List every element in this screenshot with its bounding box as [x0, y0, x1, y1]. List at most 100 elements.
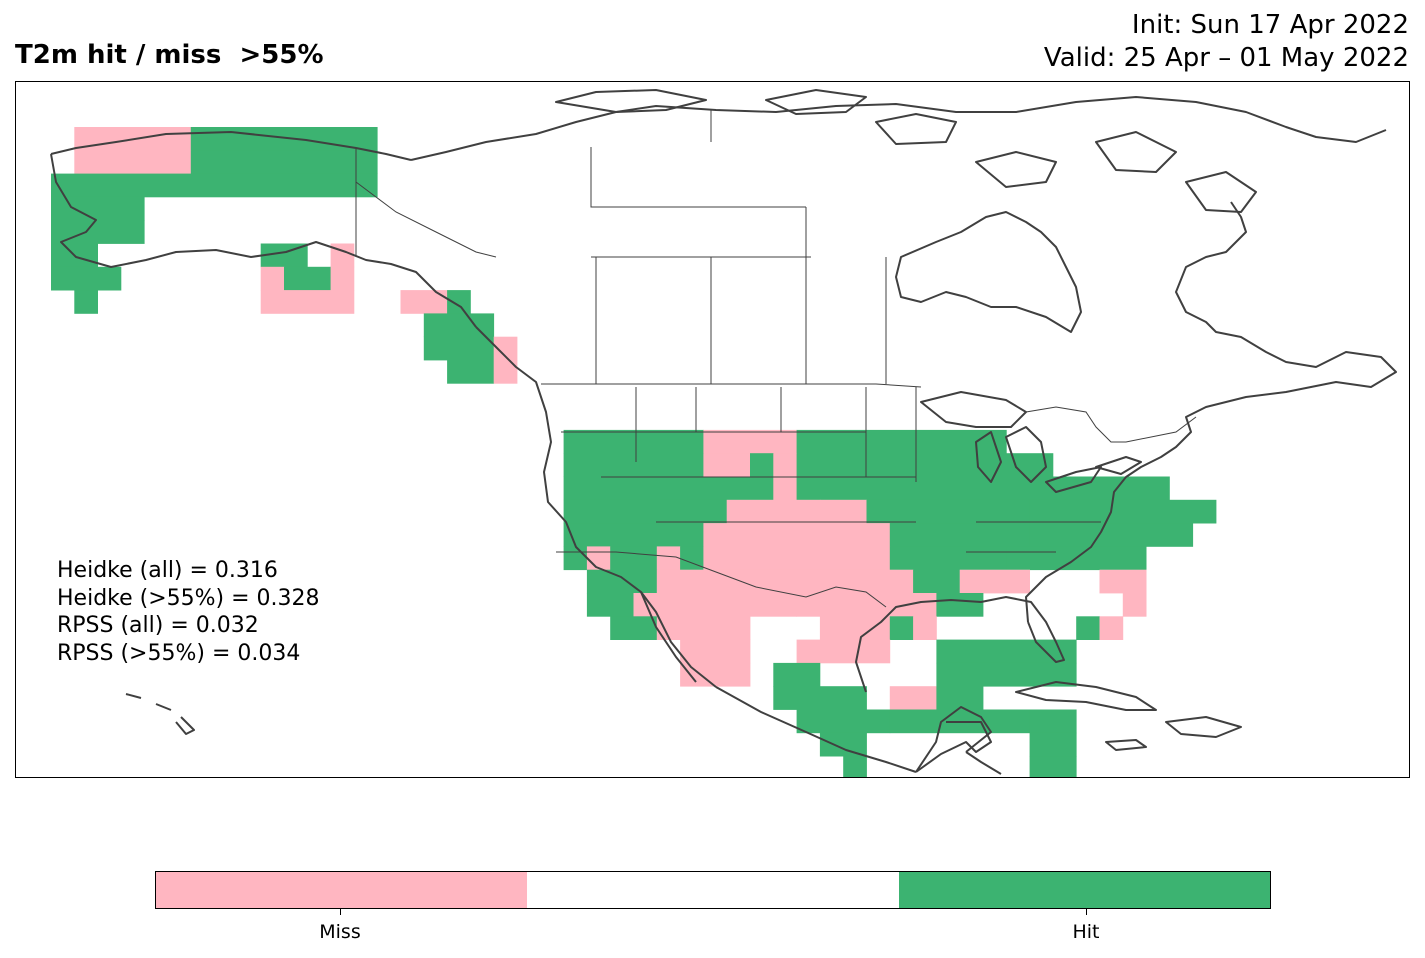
- hit-cell: [447, 360, 495, 384]
- hit-cell: [284, 266, 331, 291]
- miss-cell: [656, 616, 751, 640]
- colorbar-tick-hit: [1086, 909, 1087, 915]
- colorbar-label-miss: Miss: [319, 921, 361, 943]
- hit-cell: [563, 499, 728, 524]
- hit-cell: [819, 732, 867, 757]
- hit-cell: [563, 429, 704, 454]
- miss-cell: [260, 266, 285, 291]
- hit-cell: [936, 662, 1077, 687]
- miss-cell: [796, 593, 937, 617]
- colorbar-hit-segment: [898, 872, 1270, 908]
- hit-cell: [866, 499, 1030, 524]
- hit-cell: [610, 616, 658, 640]
- miss-cell: [796, 639, 891, 664]
- miss-cell: [819, 499, 867, 524]
- hit-cell: [726, 476, 774, 501]
- miss-cell: [703, 429, 797, 454]
- hit-cell: [447, 290, 471, 314]
- score-heidke-55: Heidke (>55%) = 0.328: [57, 585, 320, 611]
- political-borders: [355, 110, 1197, 608]
- hit-cell: [680, 546, 704, 571]
- hit-cell: [610, 546, 658, 571]
- score-heidke-all: Heidke (all) = 0.316: [57, 558, 278, 583]
- miss-cell: [1099, 569, 1147, 594]
- score-rpss-all: RPSS (all) = 0.032: [57, 613, 259, 638]
- miss-cell: [74, 150, 192, 174]
- hit-cell: [51, 173, 378, 198]
- hit-cell: [796, 429, 1007, 454]
- init-date: Init: Sun 17 Apr 2022: [1131, 10, 1409, 40]
- miss-cell: [959, 569, 1030, 594]
- miss-cell: [913, 616, 937, 640]
- hit-cell: [51, 196, 145, 221]
- miss-cell: [586, 546, 611, 571]
- hit-cell: [773, 662, 821, 687]
- hit-cell: [796, 709, 867, 734]
- hit-cell: [936, 639, 1054, 664]
- score-box: Heidke (all) = 0.316 Heidke (>55%) = 0.3…: [57, 557, 320, 667]
- hit-cell: [889, 523, 1030, 547]
- hit-cell: [796, 476, 1100, 501]
- hit-cell: [773, 686, 867, 710]
- hit-cell: [470, 313, 495, 338]
- hit-cell: [633, 523, 704, 547]
- map-canvas: [50, 89, 1397, 777]
- hit-cell: [51, 266, 122, 291]
- hit-cell: [423, 336, 495, 361]
- miss-cell: [680, 662, 751, 687]
- miss-cell: [889, 686, 937, 710]
- coastlines: [50, 89, 1397, 775]
- hit-cell: [1029, 756, 1077, 777]
- hit-cell: [750, 453, 774, 477]
- miss-cell: [703, 523, 891, 547]
- miss-cell: [773, 476, 797, 501]
- valid-period: Valid: 25 Apr – 01 May 2022: [1043, 43, 1409, 73]
- hit-cell: [1099, 476, 1170, 501]
- miss-cell: [703, 453, 751, 477]
- hit-cell: [586, 593, 634, 617]
- hit-cell: [51, 220, 145, 244]
- hit-cell: [866, 709, 891, 734]
- hit-cell: [563, 546, 588, 571]
- miss-cell: [680, 639, 751, 664]
- hit-cell: [936, 686, 984, 710]
- hit-cell: [563, 453, 704, 477]
- miss-cell: [330, 266, 355, 291]
- miss-cell: [656, 546, 681, 571]
- colorbar-tick-miss: [340, 909, 341, 915]
- hit-cell: [586, 569, 658, 594]
- hit-cell: [1029, 499, 1217, 524]
- hit-cell: [1052, 639, 1077, 664]
- hit-cell: [843, 756, 867, 777]
- colorbar-label-hit: Hit: [1072, 921, 1100, 943]
- hit-cell: [1029, 732, 1077, 757]
- miss-cell: [656, 569, 914, 594]
- hit-cell: [74, 290, 98, 314]
- miss-cell: [260, 290, 355, 314]
- miss-cell: [819, 616, 891, 640]
- hit-cell: [563, 476, 728, 501]
- hit-cell: [1029, 709, 1077, 734]
- hit-cell: [936, 593, 984, 617]
- hit-cell: [889, 546, 1007, 571]
- hit-cell: [1076, 616, 1100, 640]
- miss-cell: [726, 499, 821, 524]
- hit-cell: [190, 150, 378, 174]
- miss-cell: [703, 546, 891, 571]
- miss-cell: [633, 593, 797, 617]
- colorbar: [155, 871, 1271, 909]
- hit-cell: [423, 313, 471, 338]
- hit-cell: [563, 523, 634, 547]
- miss-cell: [493, 336, 518, 361]
- hit-cell: [796, 453, 1054, 477]
- miss-cell: [1099, 616, 1124, 640]
- map-panel[interactable]: [15, 81, 1410, 778]
- hit-cell: [889, 616, 914, 640]
- colorbar-miss-segment: [156, 872, 528, 908]
- miss-cell: [1122, 593, 1147, 617]
- hit-cell: [913, 569, 961, 594]
- miss-cell: [773, 453, 797, 477]
- miss-cell: [400, 290, 448, 314]
- colorbar-neutral-segment: [527, 872, 899, 908]
- miss-cell: [493, 360, 518, 384]
